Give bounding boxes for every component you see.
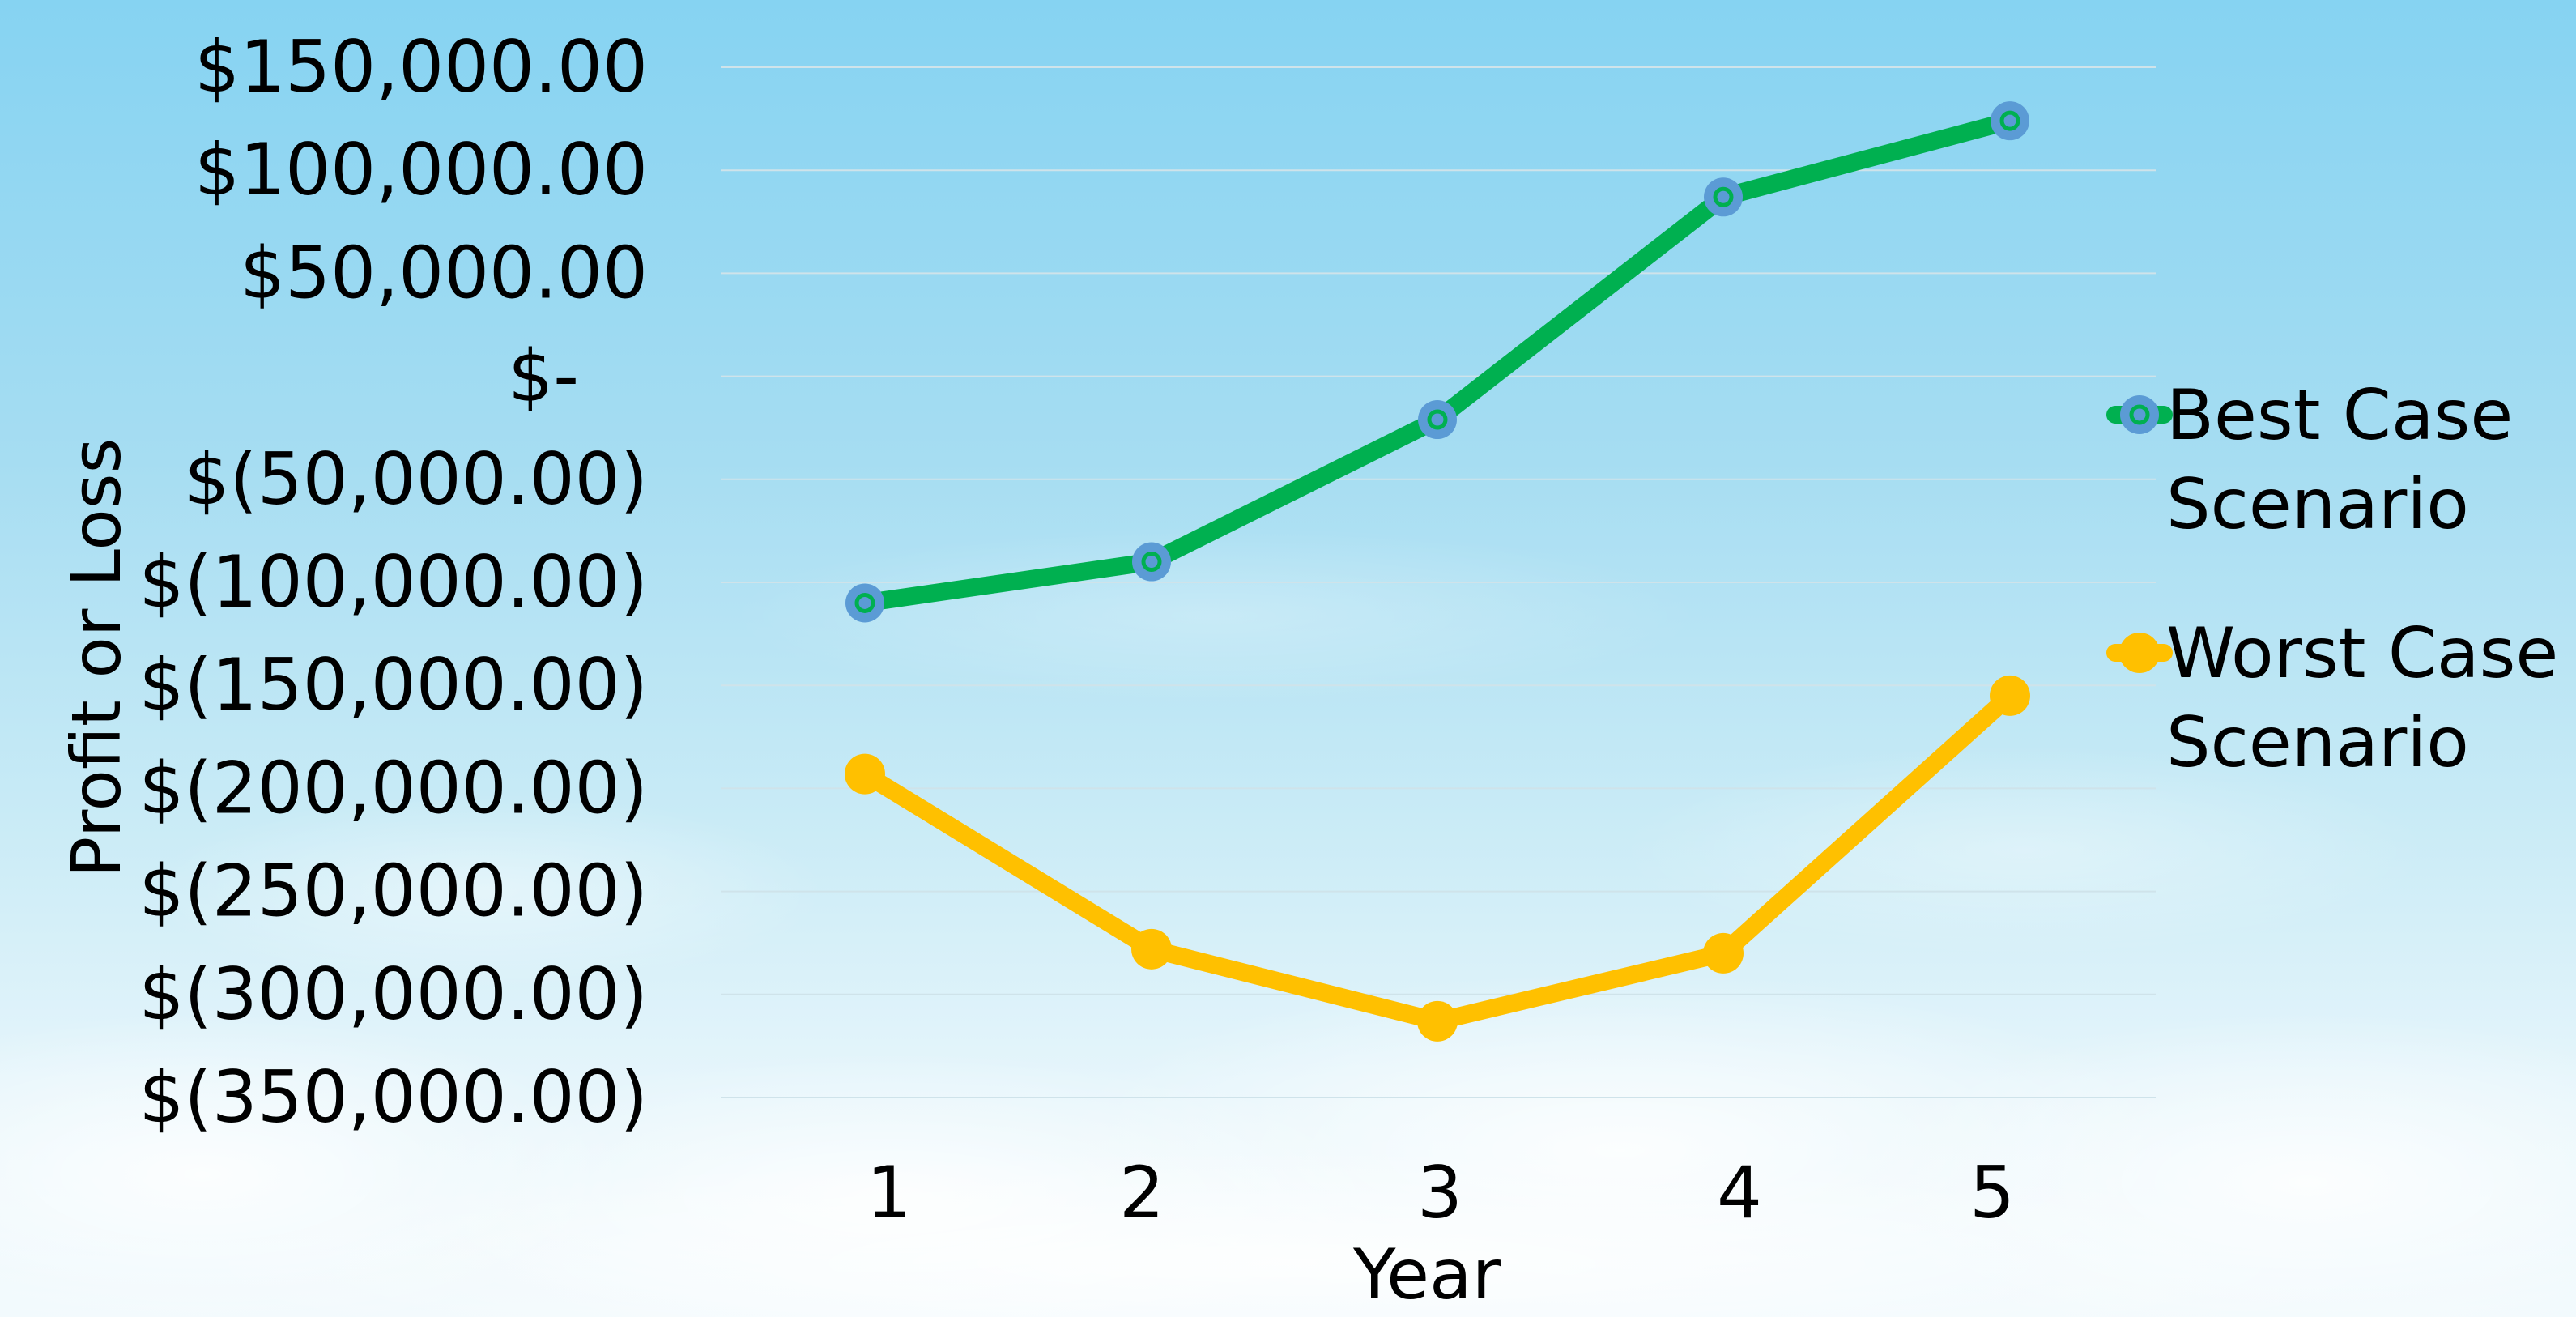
data-point [845, 753, 885, 795]
legend-label: Worst Case [2166, 613, 2558, 694]
y-tick-label: $(250,000.00) [138, 850, 648, 933]
y-axis-ticks: $150,000.00 $100,000.00 $50,000.00 $- $(50,0… [138, 25, 648, 1139]
legend-marker [2119, 633, 2160, 673]
x-tick-label: 4 [1717, 1151, 1762, 1234]
data-point [1703, 932, 1744, 974]
y-tick-label: $(350,000.00) [138, 1055, 648, 1139]
y-tick-label: $(100,000.00) [138, 540, 648, 624]
data-point [1704, 177, 1743, 217]
x-tick-label: 3 [1417, 1151, 1463, 1234]
y-axis-title: Profit or Loss [57, 438, 136, 878]
data-point [1990, 675, 2030, 716]
data-point [845, 583, 884, 623]
y-tick-label: $(50,000.00) [184, 437, 648, 521]
x-axis-title: Year [1352, 1234, 1501, 1315]
data-point-center [1999, 110, 2020, 131]
y-tick-label: $- [508, 335, 579, 418]
y-tick-label: $(200,000.00) [138, 746, 648, 829]
data-point-center [1713, 186, 1734, 207]
data-point [1131, 928, 1172, 970]
series-line-1 [856, 112, 2019, 612]
x-tick-label: 2 [1119, 1151, 1165, 1234]
legend-label: Best Case [2166, 375, 2513, 456]
series-line-2 [856, 686, 2019, 1030]
data-point-center [854, 592, 875, 613]
legend-label: Scenario [2166, 702, 2469, 783]
legend-label: Scenario [2166, 464, 2469, 545]
y-tick-label: $50,000.00 [240, 231, 648, 314]
data-point [1991, 101, 2029, 141]
data-point-center [1141, 552, 1162, 573]
data-point [1132, 542, 1171, 582]
legend-marker-center [2129, 404, 2150, 425]
y-tick-label: $(300,000.00) [138, 953, 648, 1036]
series-lines [845, 101, 2030, 1042]
data-point [1418, 400, 1457, 440]
x-axis-ticks: 1 2 3 4 5 [866, 1151, 2015, 1234]
x-tick-label: 5 [1969, 1151, 2015, 1234]
y-tick-label: $150,000.00 [194, 25, 648, 109]
y-tick-label: $100,000.00 [194, 128, 648, 211]
legend-marker [2120, 395, 2159, 434]
data-point [1417, 1000, 1458, 1042]
x-tick-label: 1 [866, 1151, 912, 1234]
y-tick-label: $(150,000.00) [138, 643, 648, 727]
gridlines [721, 66, 2156, 1098]
data-point-center [1427, 409, 1448, 430]
